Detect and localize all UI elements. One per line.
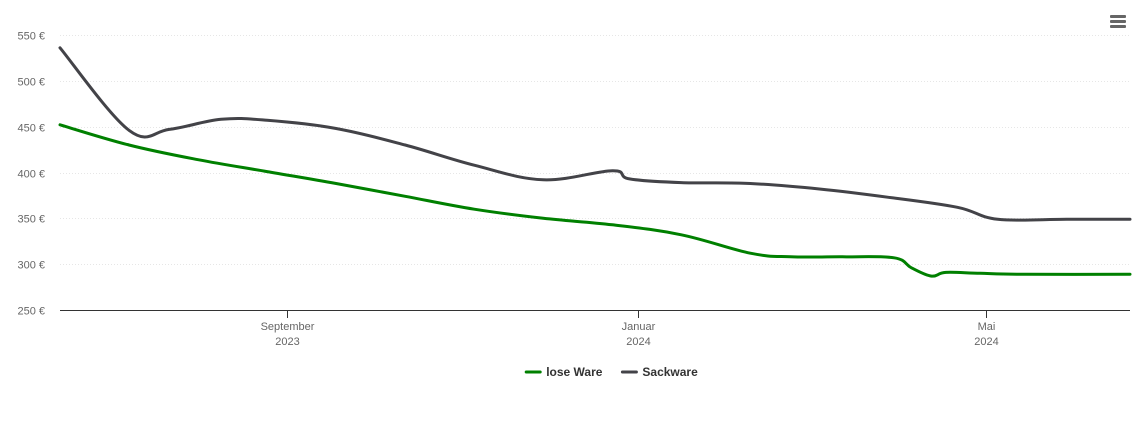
legend[interactable]: lose Ware Sackware [524, 365, 698, 379]
y-tick-label: 300 € [17, 260, 45, 272]
hamburger-menu-icon[interactable] [1106, 10, 1130, 34]
y-tick-label: 500 € [17, 77, 45, 89]
x-tick-year-label: 2024 [974, 336, 998, 348]
x-tick-month-label: Mai [978, 321, 996, 333]
x-tick-month-label: Januar [622, 321, 656, 333]
y-tick-label: 450 € [17, 123, 45, 135]
series-line-sackware [58, 46, 1132, 222]
grid-lines [60, 35, 1130, 265]
x-tick-year-label: 2024 [626, 336, 650, 348]
y-tick-label: 250 € [17, 306, 45, 318]
y-axis: 250 € 300 € 350 € 400 € 450 € 500 € 550 € [17, 31, 45, 318]
x-axis: September 2023 Januar 2024 Mai 2024 [60, 310, 1130, 348]
legend-item-lose-ware[interactable]: lose Ware [524, 365, 603, 379]
legend-label-sackware: Sackware [642, 365, 698, 379]
series-lines [58, 46, 1132, 278]
y-tick-label: 550 € [17, 31, 45, 43]
series-line-lose-ware [58, 123, 1132, 278]
legend-label-lose-ware: lose Ware [546, 365, 603, 379]
y-tick-label: 350 € [17, 214, 45, 226]
x-tick-year-label: 2023 [275, 336, 299, 348]
x-tick-month-label: September [261, 321, 315, 333]
legend-item-sackware[interactable]: Sackware [620, 365, 698, 379]
y-tick-label: 400 € [17, 169, 45, 181]
